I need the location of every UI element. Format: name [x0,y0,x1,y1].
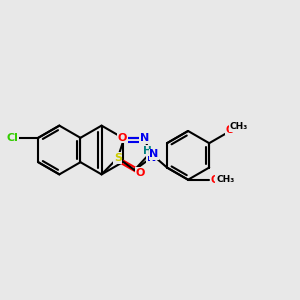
Text: O: O [211,175,220,185]
Text: CH₃: CH₃ [230,122,248,131]
Text: O: O [118,133,128,143]
Text: N: N [149,149,158,159]
Text: H: H [143,146,152,155]
Text: CH₃: CH₃ [216,175,234,184]
Text: O: O [136,167,145,178]
Text: N: N [146,153,156,163]
Text: O: O [226,125,235,135]
Text: N: N [140,133,149,143]
Text: Cl: Cl [6,133,18,143]
Text: S: S [114,153,122,163]
